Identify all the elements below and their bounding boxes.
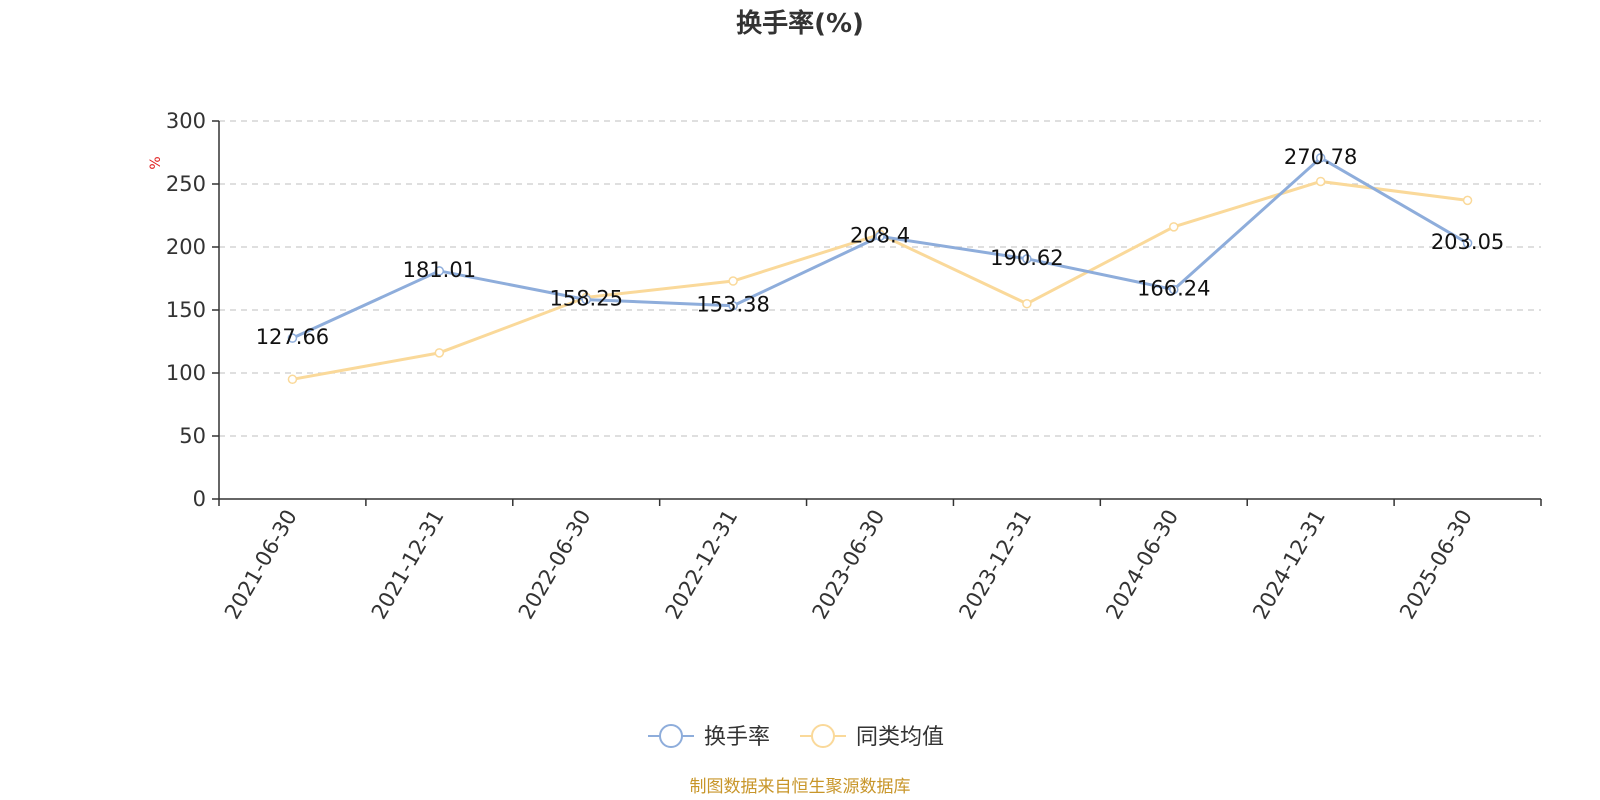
x-tick-label-2023-12-31: 2023-12-31: [954, 506, 1036, 624]
data-label-7: 270.78: [1284, 145, 1357, 169]
series-line-0: [291, 156, 1469, 340]
chart-title: 换手率(%): [736, 8, 864, 39]
x-tick-label-2022-12-31: 2022-12-31: [661, 506, 743, 624]
x-tick-label-2023-06-30: 2023-06-30: [808, 506, 890, 624]
x-tick-label-2024-12-31: 2024-12-31: [1248, 506, 1330, 624]
y-tick-label-100: 100: [166, 361, 206, 385]
data-label-3: 153.38: [696, 293, 769, 317]
data-label-5: 190.62: [990, 246, 1063, 270]
data-labels: 127.66 181.01 158.25 153.38 208.4 190.62 166.2…: [256, 145, 1505, 349]
y-unit-label: %: [148, 156, 164, 169]
series-1-point-0: [287, 374, 298, 385]
legend-item-turnover[interactable]: 换手率: [648, 724, 770, 750]
y-tick-label-250: 250: [166, 172, 206, 196]
data-label-1: 181.01: [403, 258, 476, 282]
legend-item-peer-average[interactable]: 同类均值: [800, 724, 944, 750]
data-label-0: 127.66: [256, 325, 329, 349]
legend-marker-turnover: [659, 724, 683, 748]
legend: 换手率 同类均值: [648, 724, 944, 750]
y-tick-label-50: 50: [179, 424, 206, 448]
y-tick-label-0: 0: [193, 487, 206, 511]
series-1-point-5: [1022, 298, 1032, 309]
legend-label-turnover: 换手率: [704, 725, 770, 750]
series-1-point-3: [728, 276, 738, 286]
data-label-2: 158.25: [549, 287, 622, 311]
series-0-point-2: [581, 294, 591, 305]
grid-lines: [219, 120, 1541, 437]
series-0-point-5: [1022, 254, 1032, 264]
series-1-point-1: [434, 348, 445, 358]
x-tick-label-2024-06-30: 2024-06-30: [1101, 506, 1183, 624]
data-label-4: 208.4: [850, 223, 910, 247]
series-1-point-8: [1462, 195, 1473, 206]
source-note: 制图数据来自恒生聚源数据库: [690, 777, 911, 797]
series-1-point-7: [1315, 176, 1326, 187]
series-0-point-0: [287, 333, 298, 343]
y-tick-label-150: 150: [166, 298, 206, 322]
y-tick-label-200: 200: [166, 235, 206, 259]
data-label-6: 166.24: [1137, 277, 1210, 301]
x-tick-label-2025-06-30: 2025-06-30: [1395, 506, 1477, 624]
series-0-point-8: [1462, 238, 1473, 248]
series-0-point-4: [875, 231, 885, 242]
series-1-point-6: [1169, 222, 1179, 232]
legend-label-peer-average: 同类均值: [856, 725, 944, 750]
series-0-point-6: [1169, 284, 1179, 295]
series-0-point-1: [434, 266, 445, 276]
series-lines: [287, 153, 1473, 385]
y-tick-label-300: 300: [166, 109, 206, 133]
series-0-point-3: [728, 300, 738, 311]
x-tick-label-2021-12-31: 2021-12-31: [367, 506, 449, 624]
x-tick-label-2021-06-30: 2021-06-30: [220, 506, 302, 624]
data-label-8: 203.05: [1431, 230, 1504, 254]
x-tick-label-2022-06-30: 2022-06-30: [514, 506, 596, 624]
legend-marker-peer-average: [811, 724, 835, 748]
series-0-point-7: [1315, 153, 1326, 163]
